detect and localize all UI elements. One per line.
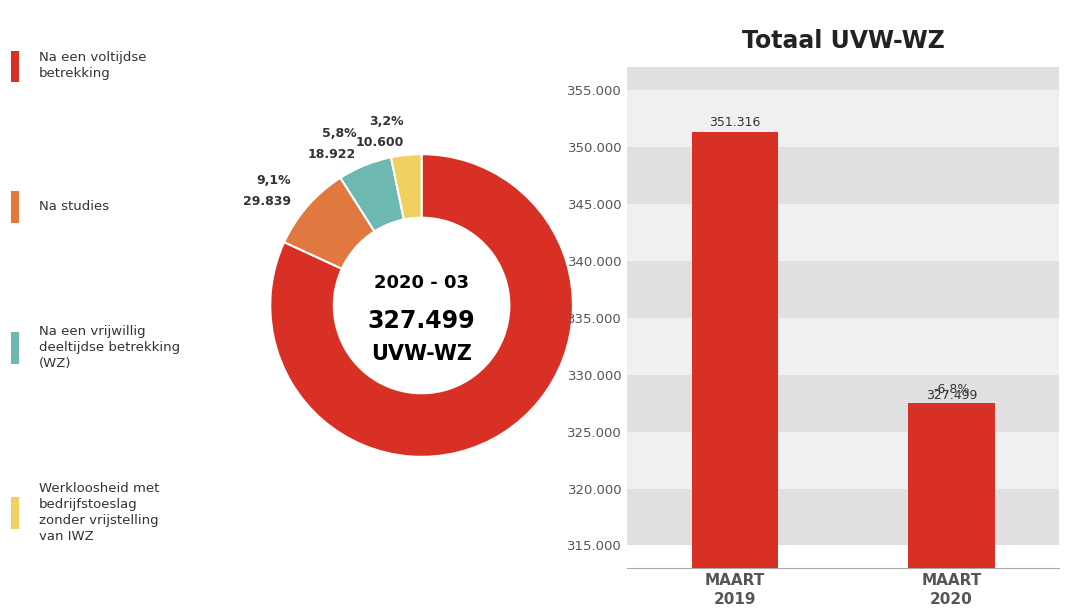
- Bar: [627, 318, 1059, 375]
- Bar: [11, 51, 19, 82]
- Text: Werkloosheid met
bedrijfstoeslag
zonder vrijstelling
van IWZ: Werkloosheid met bedrijfstoeslag zonder …: [39, 481, 159, 543]
- Bar: [11, 497, 19, 529]
- Bar: [627, 489, 1059, 546]
- Bar: [627, 204, 1059, 261]
- Text: 18.922: 18.922: [308, 148, 357, 161]
- Bar: [627, 147, 1059, 204]
- Wedge shape: [391, 154, 422, 219]
- Text: 5,8%: 5,8%: [322, 127, 357, 140]
- Text: 2020 - 03: 2020 - 03: [374, 274, 469, 292]
- Text: 10.600: 10.600: [356, 136, 404, 150]
- Bar: [908, 403, 995, 568]
- Bar: [627, 261, 1059, 318]
- Bar: [627, 431, 1059, 489]
- Text: 268.138: 268.138: [518, 460, 575, 473]
- Bar: [11, 191, 19, 223]
- Text: 9,1%: 9,1%: [256, 174, 291, 187]
- Text: 81,9%: 81,9%: [518, 439, 561, 452]
- Text: 351.316: 351.316: [709, 115, 761, 128]
- Bar: [11, 332, 19, 364]
- Text: 327.499: 327.499: [925, 389, 977, 402]
- Bar: [692, 132, 778, 568]
- Wedge shape: [270, 154, 573, 457]
- Bar: [627, 67, 1059, 90]
- Text: 29.839: 29.839: [242, 195, 291, 208]
- Text: Na een vrijwillig
deeltijdse betrekking
(WZ): Na een vrijwillig deeltijdse betrekking …: [39, 324, 181, 370]
- Wedge shape: [341, 157, 404, 232]
- Title: Totaal UVW-WZ: Totaal UVW-WZ: [742, 29, 945, 53]
- Text: 3,2%: 3,2%: [370, 115, 404, 128]
- Text: Na studies: Na studies: [39, 200, 109, 213]
- Bar: [627, 90, 1059, 147]
- Text: -6,8%: -6,8%: [933, 383, 970, 397]
- Text: Na een voltijdse
betrekking: Na een voltijdse betrekking: [39, 51, 146, 81]
- Bar: [627, 375, 1059, 431]
- Text: UVW-WZ: UVW-WZ: [371, 344, 472, 364]
- Text: 327.499: 327.499: [368, 309, 476, 332]
- Wedge shape: [284, 178, 374, 269]
